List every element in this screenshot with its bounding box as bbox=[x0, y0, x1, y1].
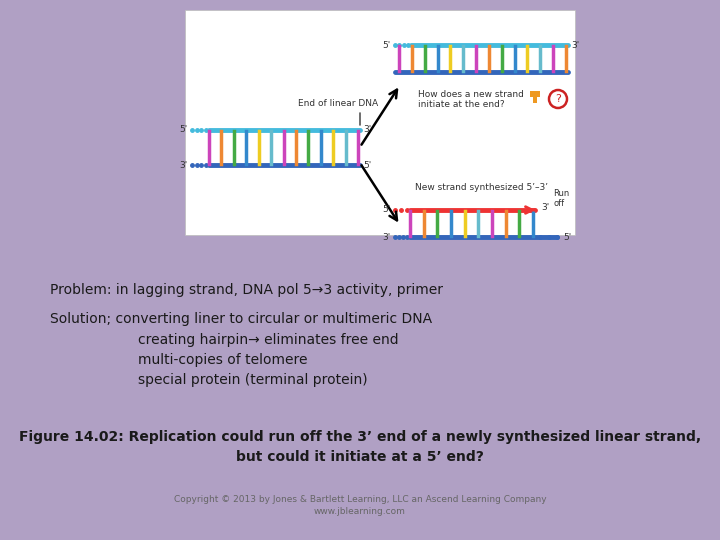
Bar bbox=[185, 10, 575, 235]
Text: Solution; converting liner to circular or multimeric DNA: Solution; converting liner to circular o… bbox=[50, 312, 432, 326]
Text: special protein (terminal protein): special protein (terminal protein) bbox=[138, 373, 368, 387]
Text: How does a new strand
initiate at the end?: How does a new strand initiate at the en… bbox=[418, 90, 524, 110]
Text: Run
off: Run off bbox=[553, 188, 570, 208]
Text: www.jblearning.com: www.jblearning.com bbox=[314, 507, 406, 516]
Text: Problem: in lagging strand, DNA pol 5→3 activity, primer: Problem: in lagging strand, DNA pol 5→3 … bbox=[50, 283, 443, 297]
Text: 5': 5' bbox=[383, 40, 391, 50]
Text: 5': 5' bbox=[363, 160, 372, 170]
Text: End of linear DNA: End of linear DNA bbox=[298, 99, 378, 109]
Text: multi-copies of telomere: multi-copies of telomere bbox=[138, 353, 307, 367]
Text: 3': 3' bbox=[571, 40, 580, 50]
Text: 3': 3' bbox=[541, 202, 549, 212]
Bar bbox=[533, 97, 537, 103]
Text: 3': 3' bbox=[180, 160, 188, 170]
Text: 5': 5' bbox=[563, 233, 571, 241]
Text: 3': 3' bbox=[363, 125, 372, 134]
Bar bbox=[530, 91, 540, 97]
Text: 3': 3' bbox=[383, 233, 391, 241]
Text: 5': 5' bbox=[383, 206, 391, 214]
Text: New strand synthesized 5’–3’: New strand synthesized 5’–3’ bbox=[415, 183, 548, 192]
Text: 5': 5' bbox=[180, 125, 188, 134]
Text: Copyright © 2013 by Jones & Bartlett Learning, LLC an Ascend Learning Company: Copyright © 2013 by Jones & Bartlett Lea… bbox=[174, 495, 546, 504]
Text: but could it initiate at a 5’ end?: but could it initiate at a 5’ end? bbox=[236, 450, 484, 464]
Text: creating hairpin→ eliminates free end: creating hairpin→ eliminates free end bbox=[138, 333, 399, 347]
Text: ?: ? bbox=[555, 94, 561, 104]
Text: Figure 14.02: Replication could run off the 3’ end of a newly synthesized linear: Figure 14.02: Replication could run off … bbox=[19, 430, 701, 444]
